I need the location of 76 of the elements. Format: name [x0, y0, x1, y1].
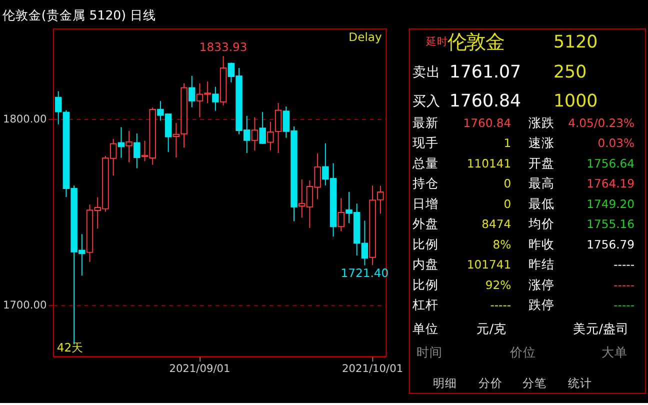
text: 1760.84	[463, 116, 512, 130]
text: 最高	[528, 176, 554, 191]
candlestick	[259, 111, 266, 145]
text: 日增	[412, 196, 439, 211]
text: 买入	[412, 94, 441, 110]
text: 最新	[412, 114, 439, 130]
text: 1756.79	[586, 237, 634, 252]
text: 1749.20	[586, 196, 634, 211]
text: 卖出	[412, 64, 441, 81]
candlestick	[188, 75, 196, 108]
candlestick	[118, 126, 125, 158]
annotation: 42天	[56, 340, 84, 354]
candlestick	[54, 90, 62, 125]
y-tick-label: 1800.00	[2, 114, 48, 126]
x-tick-label: 2021/10/01	[342, 363, 404, 376]
text: -----	[614, 258, 634, 272]
text: 分笔	[522, 376, 547, 390]
annotation: 1833.93	[199, 40, 248, 54]
text: 0	[504, 176, 512, 191]
text: 时间	[416, 344, 443, 360]
text: 延时	[425, 34, 448, 48]
text: 8474	[482, 217, 512, 232]
text: 1000	[554, 92, 598, 112]
text: 0	[504, 196, 512, 211]
text: 昨收	[528, 236, 554, 252]
text: 1	[504, 136, 512, 150]
text: -----	[614, 298, 634, 312]
text: 最低	[528, 196, 554, 211]
text: -----	[490, 298, 512, 312]
text: 92%	[485, 278, 512, 292]
text: 开盘	[528, 155, 554, 170]
candlestick	[134, 132, 140, 169]
text: 8%	[492, 237, 512, 252]
candlestick	[338, 198, 345, 232]
text: 总量	[412, 155, 439, 170]
text: 比例	[412, 276, 439, 292]
text: 分价	[478, 376, 502, 390]
x-tick-label: 2021/09/01	[169, 363, 230, 376]
text: 比例	[412, 236, 439, 252]
text: 外盘	[412, 216, 439, 232]
text: 持仓	[412, 176, 439, 191]
candlestick	[212, 86, 219, 112]
annotation: Delay	[348, 30, 382, 44]
text: 速涨	[528, 135, 554, 150]
text: 1756.64	[586, 156, 634, 170]
text: 均价	[527, 216, 554, 232]
candlestick	[126, 130, 132, 163]
text: 伦敦金	[447, 30, 504, 54]
text: 涨停	[528, 276, 554, 292]
text: 0.03%	[598, 136, 635, 150]
text: 统计	[568, 376, 592, 390]
text: 内盘	[412, 256, 439, 272]
text: 1764.19	[586, 176, 634, 191]
text: 250	[554, 62, 587, 83]
text: 101741	[466, 258, 512, 272]
text: 现手	[412, 135, 439, 150]
text: 跌停	[528, 297, 554, 312]
text: 涨跌	[528, 114, 554, 130]
text: 元/克	[476, 321, 507, 336]
y-tick-label: 1700.00	[2, 300, 48, 312]
text: 1755.16	[586, 217, 634, 232]
text: 杠杆	[412, 297, 439, 312]
text: 明细	[432, 376, 457, 390]
text: 4.05/0.23%	[568, 116, 635, 130]
text: 大单	[602, 344, 628, 360]
text: -----	[614, 278, 634, 292]
text: 价位	[509, 344, 536, 360]
text: 5120	[554, 32, 598, 53]
chart-title: 伦敦金(贵金属 5120) 日线	[2, 8, 156, 23]
text: 单位	[412, 321, 439, 336]
text: 昨结	[528, 256, 554, 272]
text: 110141	[466, 156, 512, 170]
text: 美元/盎司	[572, 321, 630, 336]
candlestick	[251, 116, 258, 152]
text: 1760.84	[449, 92, 522, 112]
text: 1761.07	[449, 62, 522, 83]
